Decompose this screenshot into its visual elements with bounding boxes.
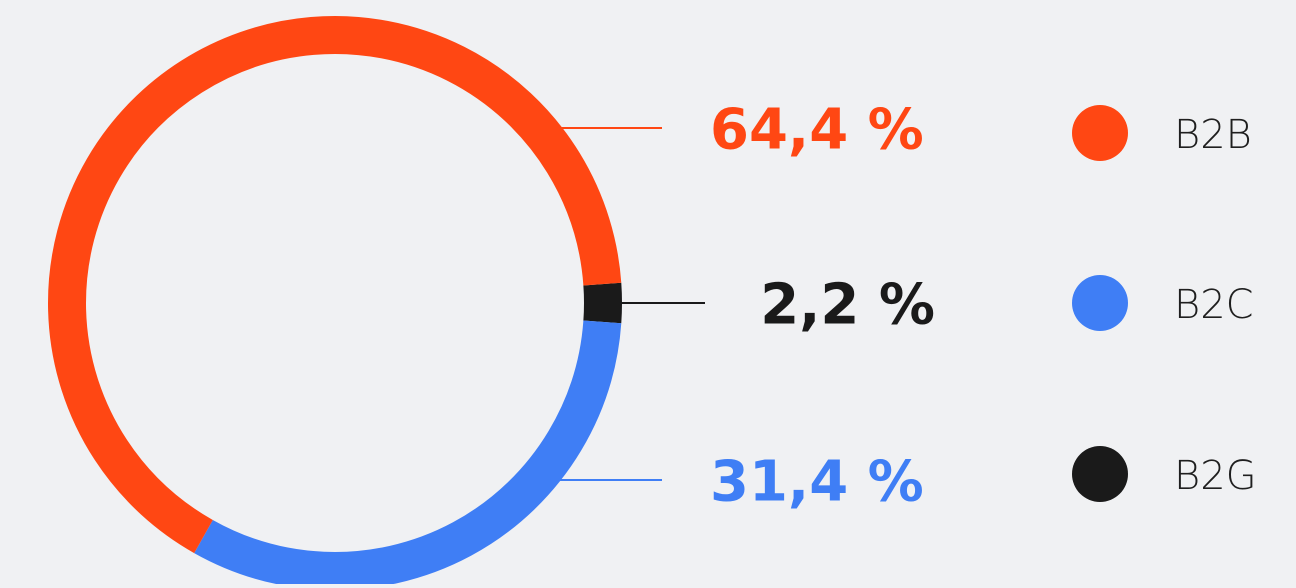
legend-label: B2C <box>1174 282 1254 328</box>
donut-segment <box>583 282 622 324</box>
legend-marker <box>1072 105 1128 161</box>
value-label: 31,4 % <box>710 450 924 515</box>
donut-segment <box>194 320 622 588</box>
donut-segment <box>48 16 622 554</box>
legend-label: B2B <box>1174 112 1252 158</box>
value-label: 64,4 % <box>710 98 924 163</box>
legend-marker <box>1072 275 1128 331</box>
legend-label: B2G <box>1174 453 1257 499</box>
legend-marker <box>1072 446 1128 502</box>
value-label: 2,2 % <box>760 273 935 338</box>
